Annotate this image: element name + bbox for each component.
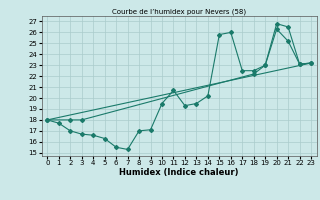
X-axis label: Humidex (Indice chaleur): Humidex (Indice chaleur) — [119, 168, 239, 177]
Title: Courbe de l’humidex pour Nevers (58): Courbe de l’humidex pour Nevers (58) — [112, 8, 246, 15]
